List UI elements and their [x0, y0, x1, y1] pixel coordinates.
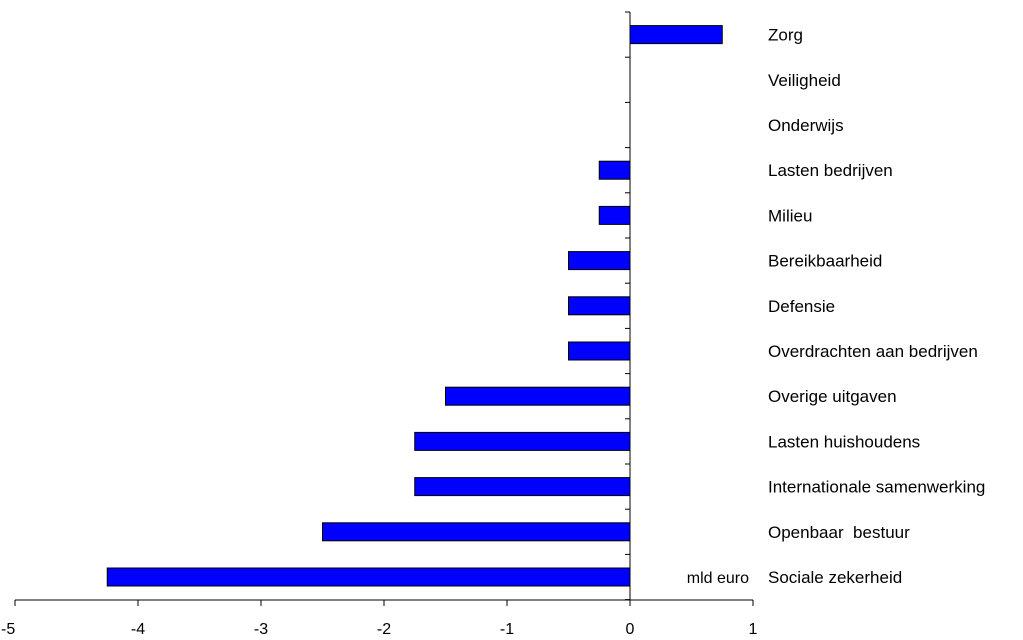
bar — [629, 25, 723, 45]
bar — [568, 341, 631, 361]
bar — [598, 205, 631, 225]
bars-group — [106, 25, 723, 587]
x-tick-label: -2 — [377, 621, 391, 638]
category-label: Bereikbaarheid — [768, 252, 882, 271]
axes-group — [15, 12, 753, 601]
x-tick-label: -3 — [254, 621, 268, 638]
category-label: Lasten huishoudens — [768, 432, 920, 451]
x-ticks-group: -5 -4 -3 -2 -1 0 1 — [1, 600, 758, 638]
category-label: Sociale zekerheid — [768, 568, 902, 587]
bar — [598, 160, 631, 180]
category-label: Overdrachten aan bedrijven — [768, 342, 978, 361]
category-label: Milieu — [768, 206, 812, 225]
bar — [568, 251, 631, 271]
bar — [106, 567, 631, 587]
bar — [414, 431, 631, 451]
bar — [568, 296, 631, 316]
y-ticks-group — [625, 11, 630, 601]
unit-label: mld euro — [687, 570, 749, 587]
category-label: Openbaar bestuur — [768, 523, 910, 542]
bar — [414, 477, 631, 497]
x-tick-label: 1 — [749, 621, 758, 638]
category-labels-group: Zorg Veiligheid Onderwijs Lasten bedrijven M… — [768, 26, 985, 587]
x-tick-label: -4 — [131, 621, 145, 638]
bar — [445, 386, 631, 406]
category-label: Lasten bedrijven — [768, 161, 893, 180]
bar — [322, 522, 631, 542]
x-tick-label: -1 — [500, 621, 514, 638]
category-label: Defensie — [768, 297, 835, 316]
category-label: Veiligheid — [768, 71, 841, 90]
category-label: Zorg — [768, 26, 803, 45]
x-tick-label: 0 — [626, 621, 635, 638]
category-label: Overige uitgaven — [768, 387, 897, 406]
category-label: Onderwijs — [768, 116, 844, 135]
category-label: Internationale samenwerking — [768, 478, 985, 497]
x-tick-label: -5 — [1, 621, 15, 638]
